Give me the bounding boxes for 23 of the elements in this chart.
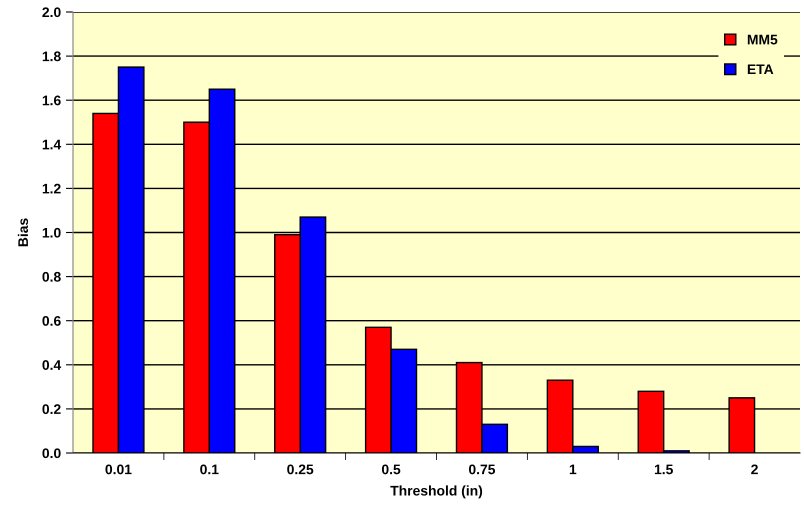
y-tick-label: 0.6 <box>42 316 61 326</box>
x-tick-label: 1 <box>570 464 576 474</box>
x-tick-label: 1.5 <box>654 464 673 474</box>
y-tick-label: 0.0 <box>42 448 61 458</box>
y-tick-label: 1.0 <box>42 228 61 238</box>
legend-label: ETA <box>748 64 774 74</box>
legend-label: MM5 <box>748 34 778 44</box>
x-axis-title: Threshold (in) <box>390 485 482 498</box>
y-tick-label: 1.2 <box>42 184 61 194</box>
y-tick-label: 1.4 <box>42 140 62 150</box>
x-tick-label: 0.25 <box>287 464 314 474</box>
y-axis-title: Bias <box>18 218 28 246</box>
y-tick-label: 0.2 <box>42 404 61 414</box>
x-tick-label: 0.1 <box>200 464 219 474</box>
x-tick-label: 0.75 <box>468 464 496 474</box>
y-tick-label: 2.0 <box>42 7 61 18</box>
y-tick-label: 1.6 <box>42 96 61 106</box>
x-tick-label: 0.5 <box>382 464 400 474</box>
x-tick-label: 2 <box>751 464 758 474</box>
x-tick-label: 0.01 <box>105 464 132 474</box>
y-tick-label: 1.8 <box>42 51 61 62</box>
y-tick-label: 0.8 <box>42 272 61 282</box>
y-tick-label: 0.4 <box>42 360 62 370</box>
